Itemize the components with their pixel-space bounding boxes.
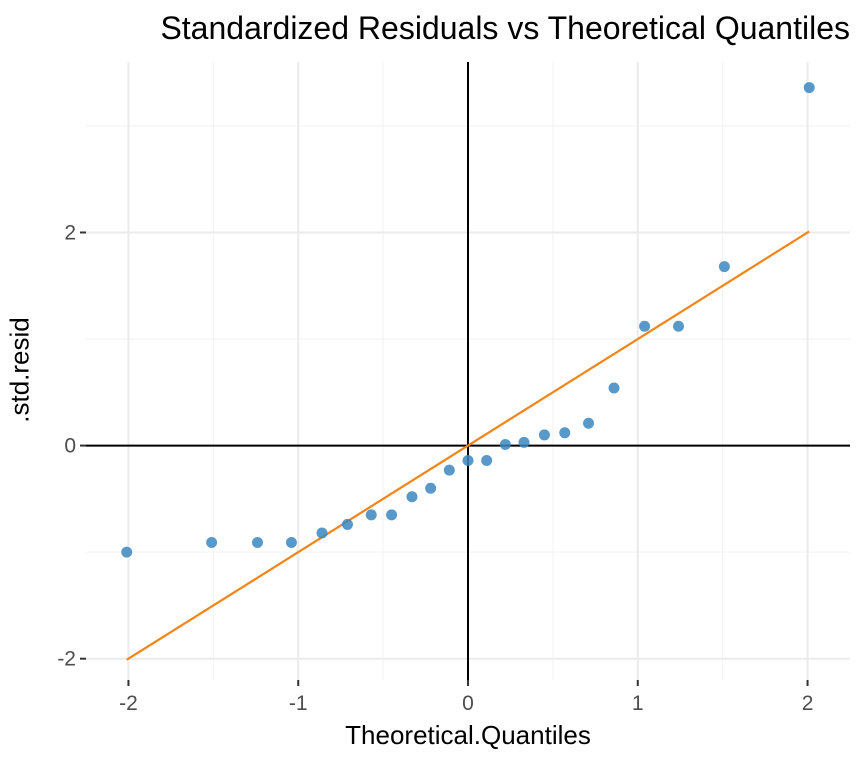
data-point — [365, 509, 377, 521]
fit-line-group — [126, 230, 810, 661]
data-point — [538, 429, 550, 441]
x-axis-label: Theoretical.Quantiles — [345, 720, 591, 750]
y-tick-label: -2 — [57, 648, 76, 671]
data-point — [285, 537, 297, 549]
reference-lines — [86, 62, 850, 680]
data-point — [518, 436, 530, 448]
data-point — [386, 509, 398, 521]
data-point — [639, 320, 651, 332]
chart-title: Standardized Residuals vs Theoretical Qu… — [160, 10, 850, 46]
data-point — [121, 546, 133, 558]
data-point — [718, 261, 730, 273]
data-point — [608, 382, 620, 394]
data-point — [583, 417, 595, 429]
data-point — [251, 537, 263, 549]
data-point — [559, 427, 571, 439]
data-point — [481, 455, 493, 467]
data-point — [406, 491, 418, 503]
y-tick-label: 0 — [64, 435, 76, 458]
x-tick-label: -2 — [119, 692, 138, 715]
y-axis-ticks: -2 0 2 — [57, 221, 86, 671]
data-point — [206, 537, 218, 549]
data-point — [673, 320, 685, 332]
x-axis-ticks: -2 -1 0 1 2 — [119, 680, 813, 715]
data-point — [443, 464, 455, 476]
data-point — [499, 439, 511, 451]
data-point — [425, 482, 437, 494]
x-tick-label: 1 — [632, 692, 644, 715]
x-tick-label: -1 — [289, 692, 308, 715]
fit-line — [126, 230, 810, 661]
points-group — [121, 82, 815, 558]
x-tick-label: 2 — [802, 692, 814, 715]
y-axis-label: .std.resid — [4, 317, 35, 423]
x-tick-label: 0 — [462, 692, 474, 715]
data-point — [462, 455, 474, 467]
data-point — [341, 518, 353, 530]
data-point — [803, 82, 815, 94]
y-tick-label: 2 — [64, 221, 76, 244]
data-point — [316, 527, 328, 539]
